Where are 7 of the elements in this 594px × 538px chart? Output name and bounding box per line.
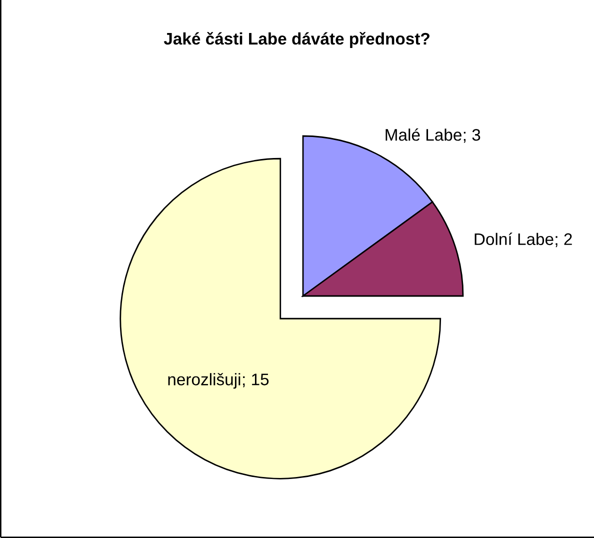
data-label: ; 2: [556, 233, 572, 248]
slice-label: Malé Labe: [386, 128, 462, 141]
data-label: ; 3: [464, 129, 480, 143]
slice-label: nerozlišuji: [168, 373, 240, 389]
slice-label: Dolní Labe: [474, 232, 554, 246]
data-label: ; 15: [243, 374, 269, 388]
chart-title: Jaké části Labe dáváte přednost?: [164, 32, 430, 48]
